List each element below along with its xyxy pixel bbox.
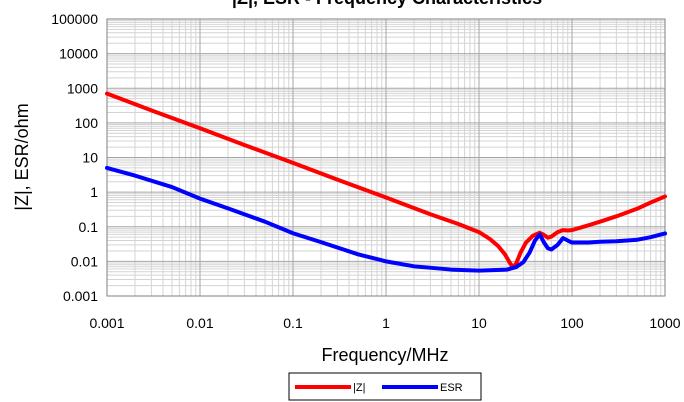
x-tick-label: 0.1 [283, 315, 303, 331]
z-series-line [105, 91, 667, 270]
x-tick-label: 0.001 [89, 315, 124, 331]
y-tick-label: 1000 [67, 80, 98, 96]
y-tick-label: 100000 [51, 11, 98, 27]
chart-title: |Z|, ESR - Frequency Characteristics [232, 0, 542, 8]
x-tick-label: 0.01 [186, 315, 213, 331]
x-tick-label: 1 [382, 315, 390, 331]
y-tick-label: 0.01 [71, 253, 98, 269]
y-tick-label: 100 [75, 115, 99, 131]
series-layer [105, 91, 667, 273]
legend-label-esr: ESR [440, 382, 463, 394]
y-tick-label: 0.001 [63, 288, 98, 304]
plot-border [106, 18, 666, 297]
x-axis-ticks: 0.001 0.01 0.1 1 10 100 1000 [89, 315, 680, 331]
legend: |Z| ESR [288, 372, 482, 401]
x-tick-label: 100 [560, 315, 584, 331]
x-tick-label: 1000 [649, 315, 680, 331]
esr-series-line [105, 165, 667, 273]
y-tick-label: 1 [90, 184, 98, 200]
y-axis-ticks: 0.001 0.01 0.1 1 10 100 1000 10000 100000 [51, 11, 98, 304]
x-tick-label: 10 [471, 315, 487, 331]
y-tick-label: 10000 [59, 46, 98, 62]
y-axis-title: |Z|, ESR/ohm [12, 103, 32, 210]
legend-label-z: |Z| [353, 382, 365, 394]
y-tick-label: 10 [82, 150, 98, 166]
y-tick-label: 0.1 [79, 219, 99, 235]
x-axis-title: Frequency/MHz [321, 345, 448, 365]
